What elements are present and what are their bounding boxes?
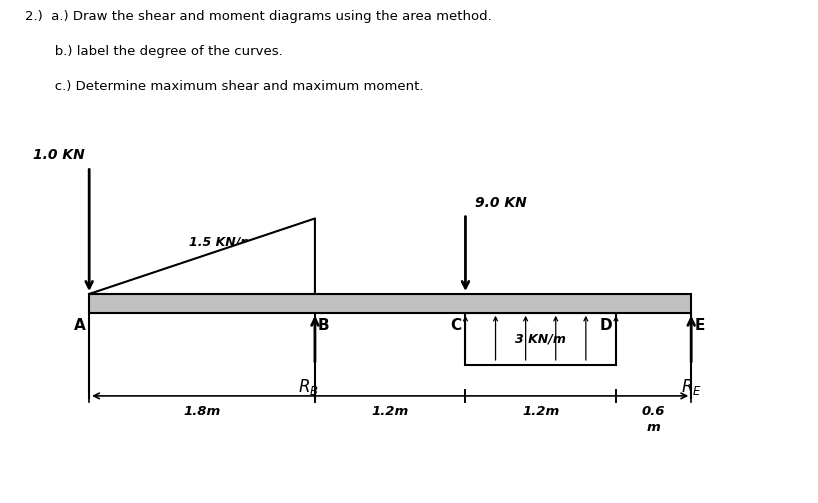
Text: b.) label the degree of the curves.: b.) label the degree of the curves. [25,45,282,58]
Text: 1.8m: 1.8m [183,405,221,418]
Text: 1.2m: 1.2m [522,405,560,418]
Text: 9.0 KN: 9.0 KN [475,196,528,210]
Text: C: C [451,317,461,332]
Text: B: B [317,317,329,332]
Polygon shape [89,218,315,294]
Text: 3 KN/m: 3 KN/m [515,332,566,345]
Text: 2.)  a.) Draw the shear and moment diagrams using the area method.: 2.) a.) Draw the shear and moment diagra… [25,10,492,23]
Text: 1.2m: 1.2m [371,405,409,418]
Text: 0.6: 0.6 [642,405,665,418]
Text: E: E [695,317,705,332]
Text: 1.5 KN/m: 1.5 KN/m [189,236,253,248]
Text: c.) Determine maximum shear and maximum moment.: c.) Determine maximum shear and maximum … [25,80,423,94]
Text: $R_E$: $R_E$ [681,377,702,397]
Text: 1.0 KN: 1.0 KN [33,148,84,162]
Text: m: m [647,422,660,435]
Text: $R_B$: $R_B$ [299,377,319,397]
Bar [465,313,616,365]
Text: A: A [74,317,85,332]
Bar [89,294,691,313]
Text: D: D [600,317,612,332]
